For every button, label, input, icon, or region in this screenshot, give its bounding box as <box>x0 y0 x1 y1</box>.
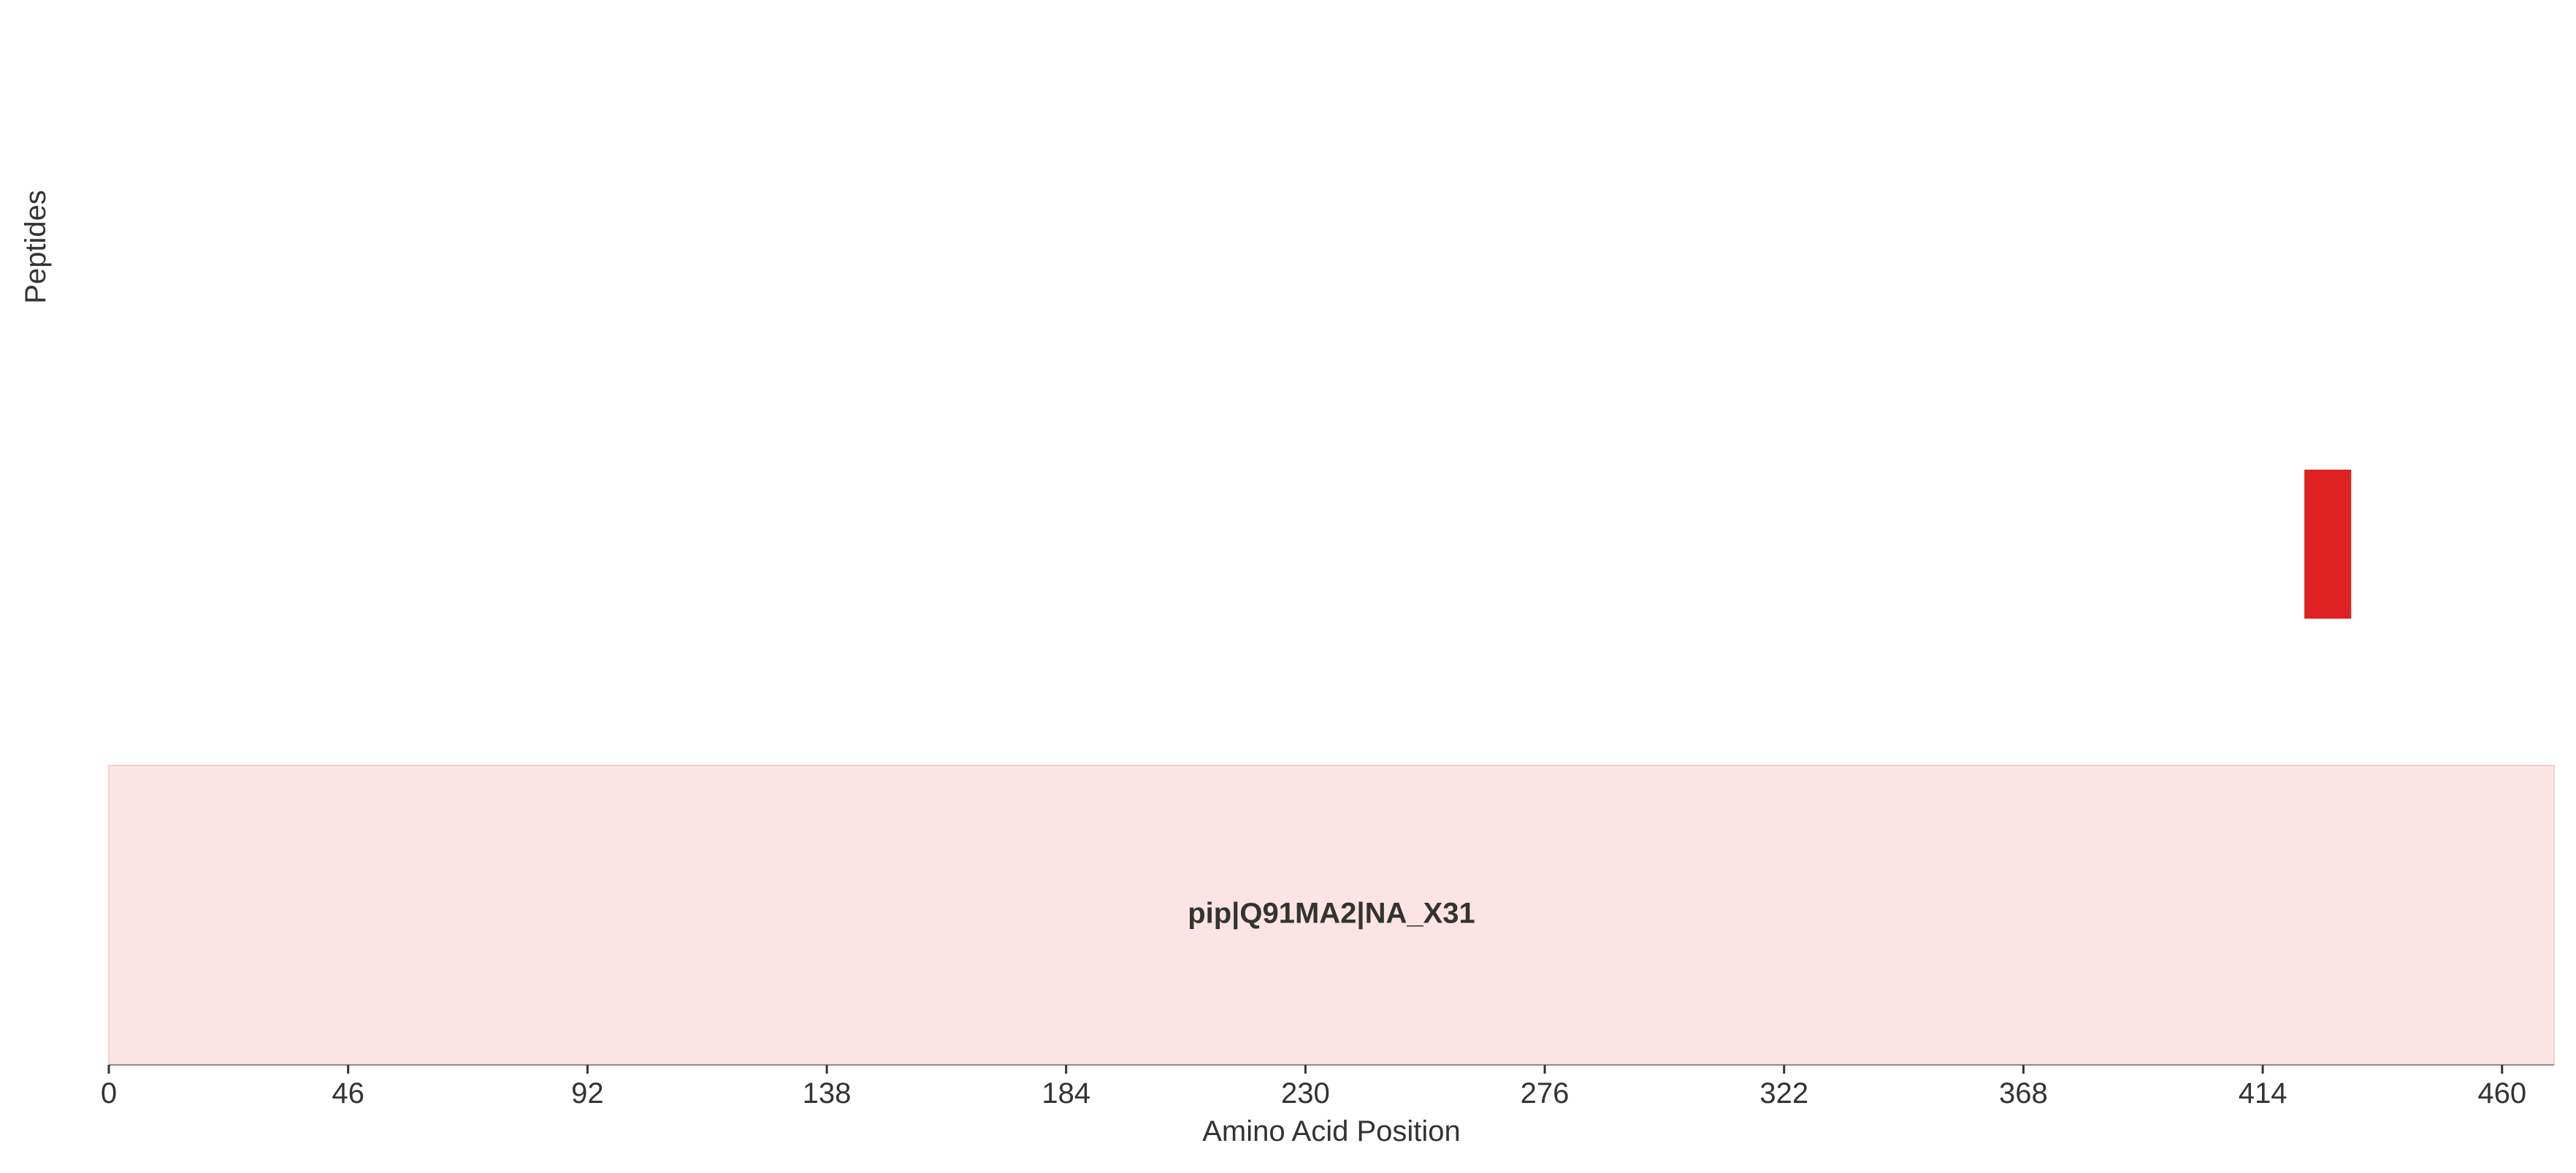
x-tick-label: 46 <box>332 1077 364 1109</box>
x-tick-label: 414 <box>2239 1077 2288 1109</box>
x-tick-label: 276 <box>1521 1077 1570 1109</box>
x-tick-label: 184 <box>1042 1077 1090 1109</box>
x-tick-label: 0 <box>101 1077 117 1109</box>
x-tick-label: 92 <box>571 1077 604 1109</box>
x-tick-label: 138 <box>803 1077 852 1109</box>
x-axis-ticks: 0 46 92 138 184 230 276 322 368 414 460 <box>101 1065 2526 1109</box>
x-tick-label: 322 <box>1759 1077 1808 1109</box>
peptide-bar <box>2304 470 2352 619</box>
protein-label: pip|Q91MA2|NA_X31 <box>1188 898 1475 930</box>
protein-bar <box>108 765 2555 1066</box>
y-axis-title: Peptides <box>20 190 52 304</box>
x-axis-title: Amino Acid Position <box>1202 1115 1461 1147</box>
x-tick-label: 368 <box>1999 1077 2048 1109</box>
x-tick-label: 230 <box>1281 1077 1330 1109</box>
x-tick-label: 460 <box>2477 1077 2526 1109</box>
peptide-layer <box>2304 470 2352 619</box>
